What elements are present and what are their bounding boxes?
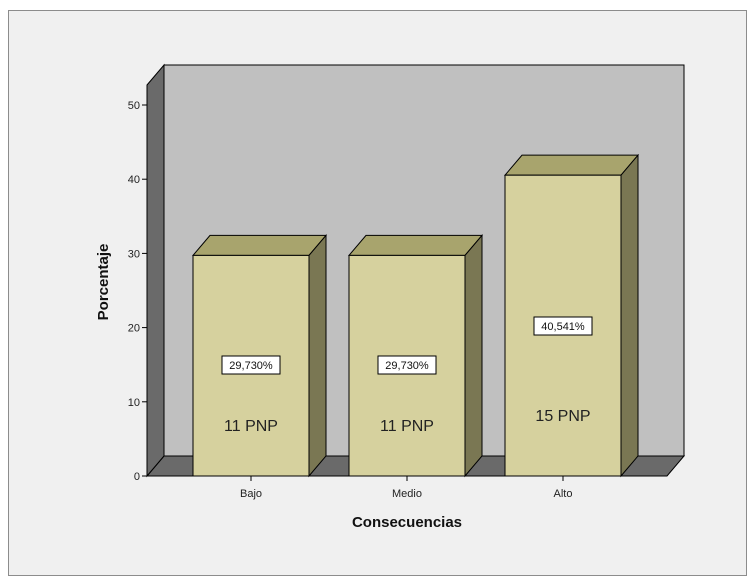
y-tick-label: 0 bbox=[134, 471, 140, 483]
y-tick-label: 40 bbox=[128, 174, 140, 186]
chart-side-wall bbox=[146, 63, 165, 478]
x-tick-label: Alto bbox=[554, 488, 573, 500]
value-label: 29,730% bbox=[385, 360, 429, 372]
bar-top-face bbox=[503, 154, 640, 176]
y-tick-label: 30 bbox=[128, 248, 140, 260]
count-label: 11 PNP bbox=[380, 418, 434, 435]
bar-alto bbox=[503, 153, 640, 478]
count-label: 11 PNP bbox=[224, 418, 278, 435]
bar-side-face bbox=[464, 234, 483, 478]
y-tick-label: 50 bbox=[128, 100, 140, 112]
x-tick-label: Bajo bbox=[240, 488, 262, 500]
value-label-box bbox=[533, 316, 593, 336]
bar-side-face bbox=[308, 234, 327, 478]
count-label: 15 PNP bbox=[535, 408, 590, 425]
value-label: 40,541% bbox=[541, 321, 585, 333]
value-label: 29,730% bbox=[229, 360, 273, 372]
y-tick-label: 10 bbox=[128, 397, 140, 409]
x-tick-label: Medio bbox=[392, 488, 422, 500]
value-label-box bbox=[377, 355, 437, 375]
bar-side-face bbox=[620, 153, 639, 478]
x-axis-title: Consecuencias bbox=[352, 514, 462, 531]
y-axis-title: Porcentaje bbox=[95, 244, 112, 321]
bar-top-face bbox=[347, 234, 484, 256]
bar-top-face bbox=[191, 234, 328, 256]
value-label-box bbox=[221, 355, 281, 375]
y-tick-label: 20 bbox=[128, 323, 140, 335]
